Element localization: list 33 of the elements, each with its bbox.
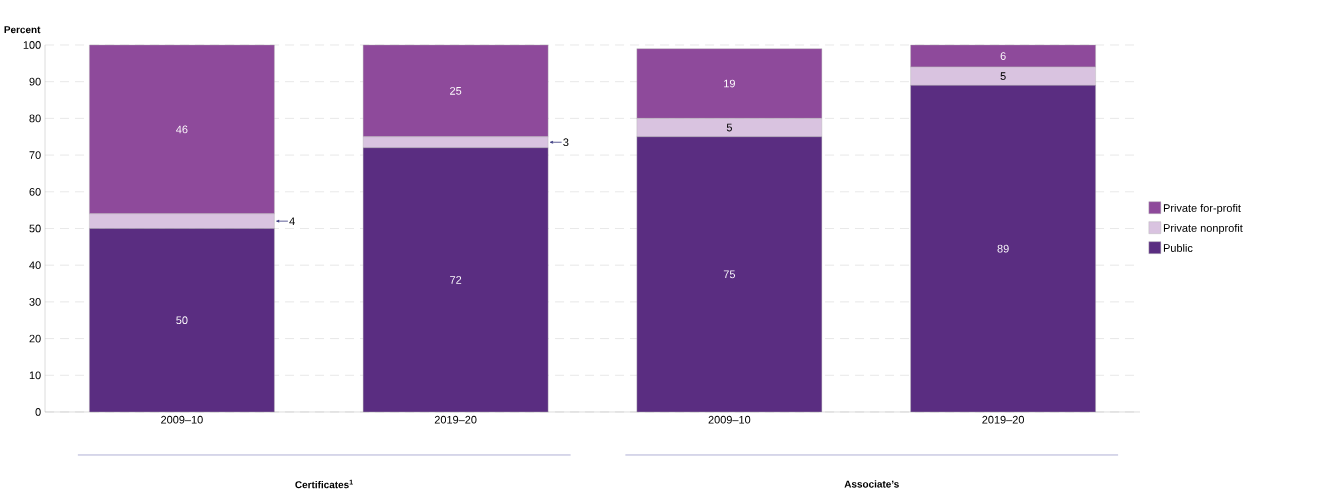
- data-label: 75: [723, 270, 736, 279]
- data-label: 46: [176, 125, 188, 134]
- x-tick-label: 2009–10: [161, 415, 203, 424]
- legend-label: Private for-profit: [1163, 203, 1241, 215]
- data-label: 89: [997, 244, 1009, 253]
- data-label: 50: [176, 316, 188, 325]
- y-tick-label: 20: [29, 334, 41, 343]
- y-tick-label: 40: [29, 261, 41, 270]
- y-axis-title: Percent: [4, 26, 41, 34]
- legend-label: Private nonprofit: [1163, 223, 1243, 235]
- legend-label: Public: [1163, 243, 1193, 252]
- data-label: 5: [726, 123, 732, 132]
- data-label: 25: [450, 87, 462, 95]
- data-label: 72: [450, 276, 462, 284]
- y-tick-label: 70: [29, 151, 41, 159]
- data-label: 3: [563, 138, 569, 147]
- text: Associate’s: [844, 480, 899, 488]
- data-label: 6: [1000, 52, 1006, 60]
- x-tick-label: 2019–20: [434, 415, 477, 424]
- x-tick-label: 2009–10: [708, 415, 751, 424]
- y-tick-label: 90: [29, 77, 41, 86]
- y-tick-label: 100: [23, 41, 41, 49]
- y-tick-label: 0: [35, 408, 41, 416]
- y-tick-label: 60: [29, 187, 41, 196]
- y-tick-label: 50: [29, 224, 41, 233]
- data-label: 4: [289, 217, 295, 225]
- y-tick-label: 10: [29, 371, 41, 380]
- y-tick-label: 30: [29, 298, 41, 306]
- text: Certificates$^{1}$: [295, 479, 353, 489]
- data-label: 5: [1000, 72, 1006, 81]
- data-label: 19: [724, 79, 735, 88]
- x-tick-label: 2019–20: [982, 415, 1024, 424]
- y-tick-label: 80: [29, 114, 41, 123]
